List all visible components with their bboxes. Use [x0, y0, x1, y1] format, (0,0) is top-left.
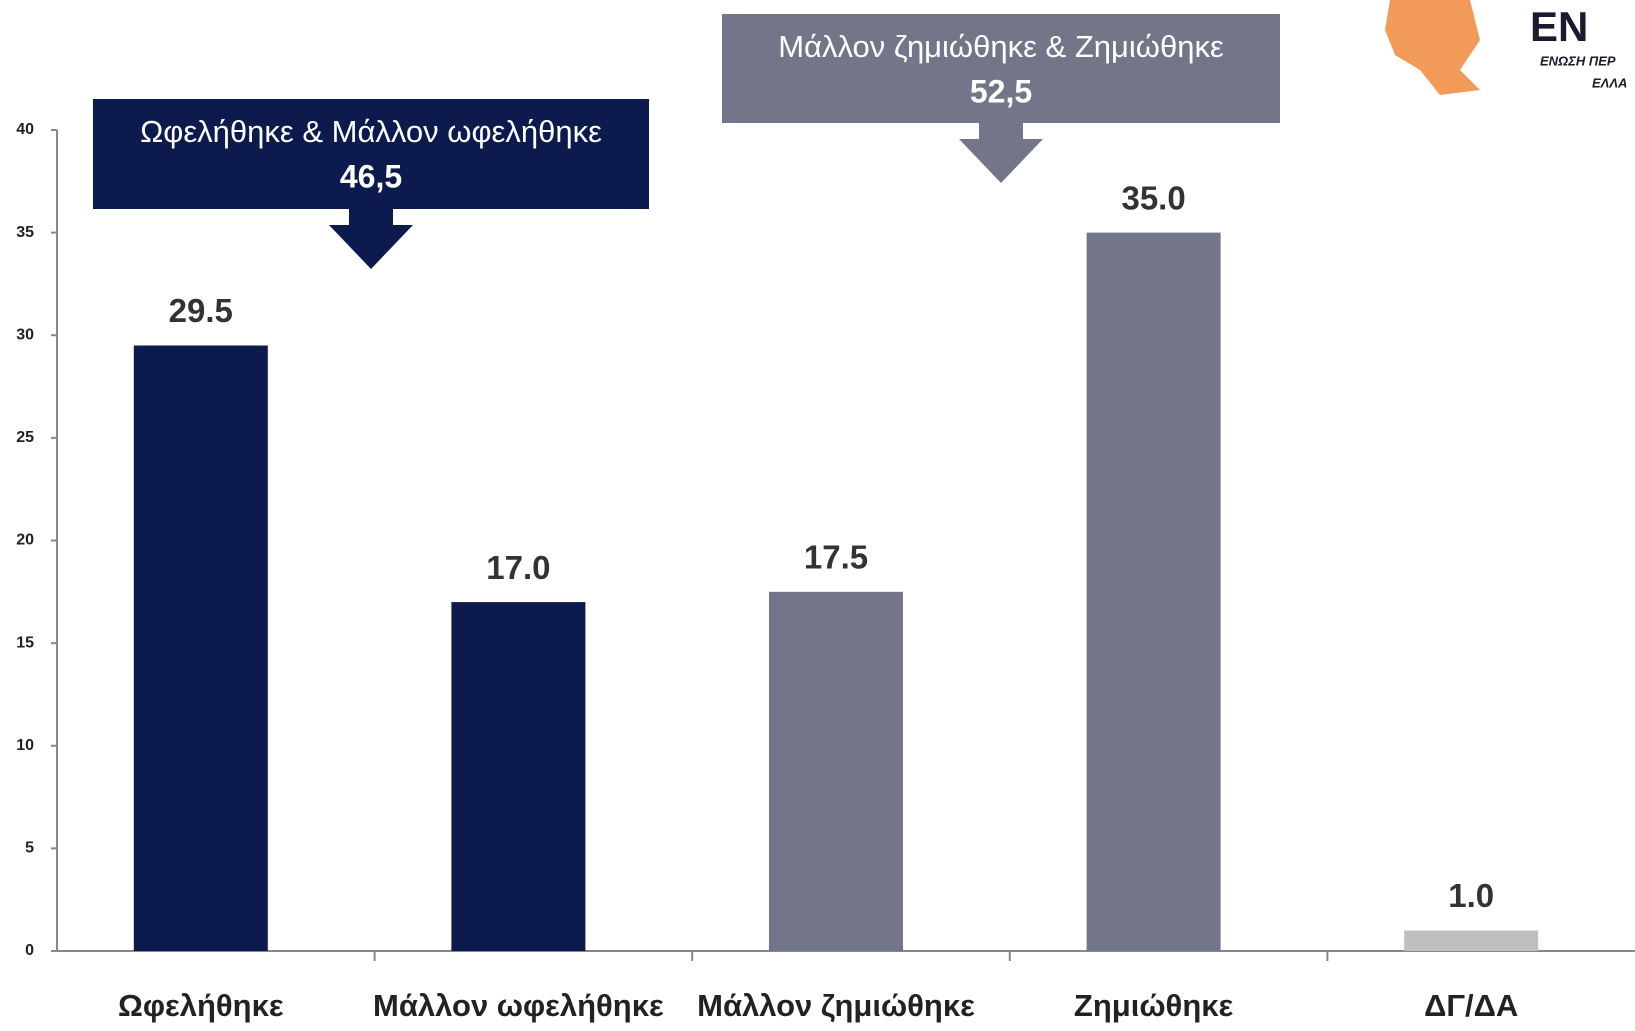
annotation-arrow	[329, 209, 413, 269]
bar	[1086, 232, 1221, 951]
annotation-text: Ωφελήθηκε & Μάλλον ωφελήθηκε	[140, 114, 602, 149]
logo-mark: EN	[1530, 3, 1588, 50]
y-tick-label: 25	[16, 429, 34, 446]
data-label: 1.0	[1448, 877, 1494, 914]
y-tick-label: 0	[25, 942, 34, 959]
bar	[1404, 930, 1539, 951]
data-label: 17.5	[804, 539, 868, 576]
data-label: 17.0	[486, 549, 550, 586]
x-tick-label: Μάλλον ωφελήθηκε	[373, 988, 664, 1023]
logo: EN ΕΝΩΣΗ ΠΕΡ ΕΛΛΑ	[1385, 0, 1627, 95]
logo-text: ΕΛΛΑ	[1592, 75, 1627, 90]
y-tick-label: 15	[16, 634, 34, 651]
bar	[451, 602, 586, 951]
x-tick-label: Ωφελήθηκε	[118, 988, 284, 1023]
x-tick-label: Μάλλον ζημιώθηκε	[697, 988, 975, 1023]
y-tick-label: 30	[16, 326, 34, 343]
data-label: 35.0	[1121, 179, 1185, 216]
annotation-box	[722, 14, 1280, 123]
y-tick-label: 20	[16, 532, 34, 549]
logo-text: ΕΝΩΣΗ ΠΕΡ	[1540, 53, 1616, 68]
annotation-arrow	[959, 123, 1043, 183]
y-tick-label: 10	[16, 737, 34, 754]
x-tick-label: Ζημιώθηκε	[1074, 988, 1234, 1023]
data-label: 29.5	[169, 292, 233, 329]
logo-map	[1385, 0, 1480, 95]
y-tick-label: 35	[16, 224, 34, 241]
annotation-total: 46,5	[340, 158, 402, 194]
x-tick-label: ΔΓ/ΔΑ	[1424, 988, 1518, 1023]
annotation-total: 52,5	[970, 73, 1032, 109]
annotation-text: Μάλλον ζημιώθηκε & Ζημιώθηκε	[778, 29, 1224, 64]
bar	[133, 345, 268, 951]
bar	[769, 591, 903, 951]
y-tick-label: 5	[25, 840, 34, 857]
annotation-box	[93, 99, 649, 209]
y-tick-label: 40	[16, 121, 34, 138]
